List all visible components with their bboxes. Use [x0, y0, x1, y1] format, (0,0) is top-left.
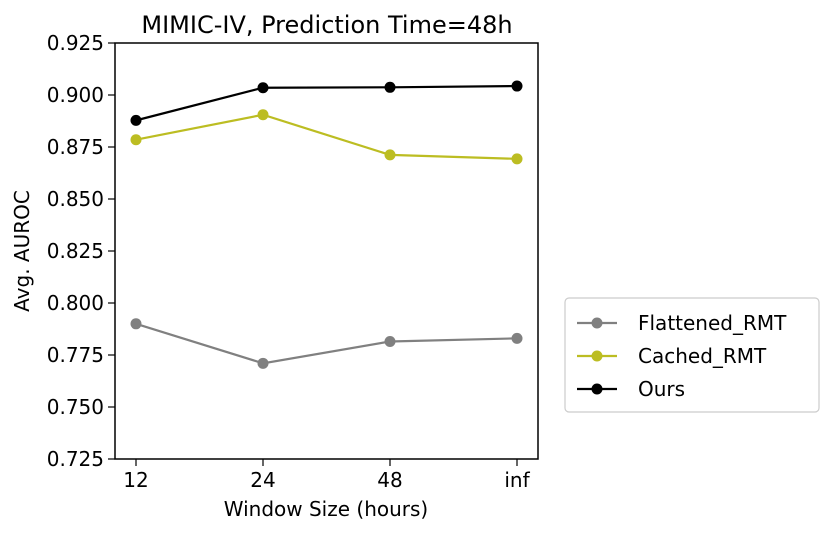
y-axis-label: Avg. AUROC: [10, 190, 34, 312]
y-tick-label: 0.750: [47, 395, 104, 419]
chart-title: MIMIC-IV, Prediction Time=48h: [141, 11, 512, 39]
legend-box: [564, 297, 820, 413]
data-point: [130, 134, 142, 146]
data-point: [384, 149, 396, 161]
legend-label: Cached_RMT: [638, 344, 767, 368]
x-axis-label: Window Size (hours): [224, 497, 428, 521]
y-axis: 0.725 0.750 0.775 0.800 0.825 0.850 0.875 0.900…: [47, 31, 115, 471]
data-point: [257, 109, 269, 121]
plot-frame: [114, 42, 539, 460]
y-tick-label: 0.825: [47, 239, 104, 263]
series-line: [135, 84, 518, 122]
y-tick-label: 0.900: [47, 83, 104, 107]
legend-item: Cached_RMT: [577, 344, 767, 368]
data-point: [511, 80, 523, 92]
data-point: [257, 82, 269, 94]
series-cached-rmt: [130, 109, 523, 165]
series-flattened-rmt: [130, 318, 523, 369]
legend-marker: [591, 383, 603, 395]
legend-marker: [591, 350, 603, 362]
x-tick-label: 48: [377, 468, 402, 492]
y-tick-label: 0.850: [47, 187, 104, 211]
x-axis: 12 24 48 inf: [123, 459, 531, 492]
data-point: [130, 114, 142, 126]
data-point: [130, 318, 142, 330]
y-tick-label: 0.800: [47, 291, 104, 315]
legend-label: Ours: [638, 377, 685, 401]
legend: Flattened_RMT Cached_RMT Ours: [564, 297, 820, 413]
legend-marker: [591, 317, 603, 329]
series-line: [135, 322, 518, 365]
x-tick-label: 12: [123, 468, 148, 492]
data-point: [511, 332, 523, 344]
series-ours: [130, 80, 523, 126]
y-tick-label: 0.775: [47, 343, 104, 367]
series-layer: [130, 80, 523, 369]
data-point: [511, 153, 523, 165]
y-tick-label: 0.925: [47, 31, 104, 55]
legend-item: Flattened_RMT: [577, 311, 787, 335]
data-point: [384, 81, 396, 93]
data-point: [257, 357, 269, 369]
data-point: [384, 335, 396, 347]
legend-label: Flattened_RMT: [638, 311, 787, 335]
x-tick-label: inf: [504, 468, 530, 492]
legend-item: Ours: [577, 377, 685, 401]
series-line: [135, 113, 518, 160]
y-tick-label: 0.725: [47, 447, 104, 471]
x-tick-label: 24: [250, 468, 275, 492]
y-tick-label: 0.875: [47, 135, 104, 159]
